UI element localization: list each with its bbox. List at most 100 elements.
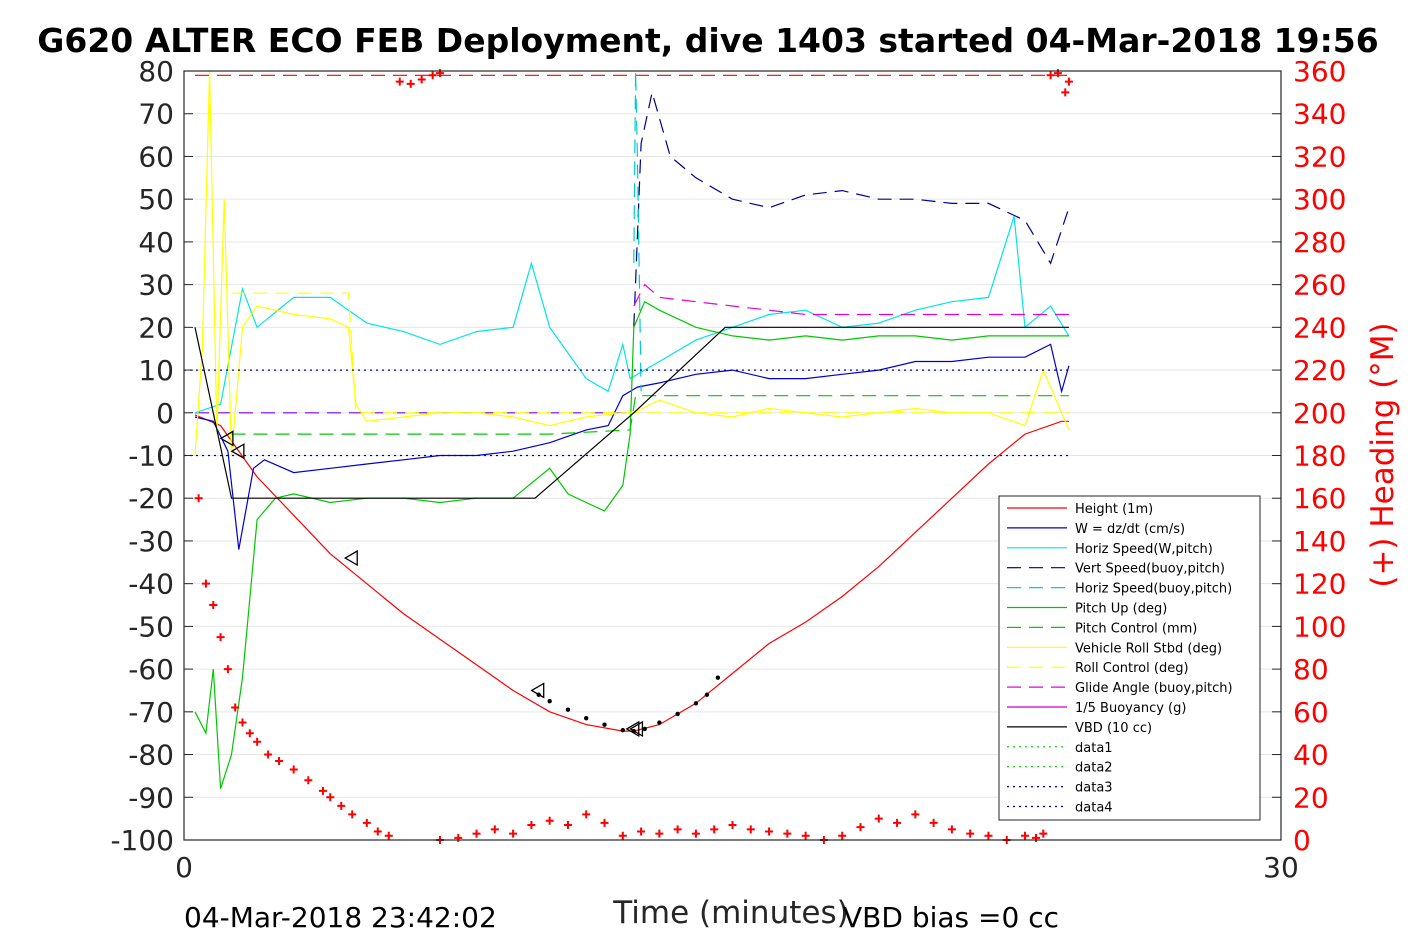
- heading-marker: [264, 750, 273, 759]
- legend-label: Pitch Up (deg): [1075, 602, 1167, 617]
- right-tick-label: 160: [1293, 482, 1346, 515]
- heading-marker: [373, 827, 382, 836]
- left-tick-label: -50: [128, 610, 174, 643]
- heading-marker: [563, 821, 572, 830]
- right-tick-label: 360: [1293, 55, 1346, 88]
- gc-point: [602, 722, 607, 727]
- heading-marker: [490, 825, 499, 834]
- heading-marker: [582, 810, 591, 819]
- series-line-8: [231, 292, 1069, 414]
- triangle-marker: [230, 443, 245, 460]
- heading-marker: [223, 665, 232, 674]
- left-tick-label: 80: [138, 55, 174, 88]
- heading-marker: [911, 810, 920, 819]
- heading-marker: [472, 829, 481, 838]
- heading-marker: [245, 729, 254, 738]
- triangle-marker: [219, 430, 234, 447]
- footer-timestamp: 04-Mar-2018 23:42:02: [184, 901, 497, 934]
- heading-marker: [275, 756, 284, 765]
- heading-marker: [1021, 831, 1030, 840]
- legend-label: data4: [1075, 801, 1113, 816]
- legend-label: Horiz Speed(W,pitch): [1075, 542, 1213, 557]
- legend-box: [998, 495, 1261, 821]
- heading-marker: [1064, 77, 1073, 86]
- series-line-6: [231, 395, 1069, 435]
- gc-point: [620, 728, 625, 733]
- right-tick-label: 140: [1293, 525, 1346, 558]
- gc-point: [547, 698, 552, 704]
- marker-layer: [194, 69, 1073, 844]
- triangle-marker: [625, 720, 640, 738]
- heading-marker: [618, 831, 627, 840]
- triangle-marker: [629, 720, 644, 738]
- x-tick-label: 30: [1263, 851, 1299, 884]
- heading-marker: [194, 494, 203, 503]
- legend-label: Pitch Control (mm): [1075, 621, 1197, 636]
- heading-marker: [545, 816, 554, 825]
- right-axis-label: (+) Heading (°M): [1365, 322, 1401, 587]
- heading-marker: [856, 823, 865, 832]
- right-tick-label: 300: [1293, 183, 1346, 216]
- x-axis-ticks: 0 30: [175, 831, 1299, 884]
- heading-marker: [406, 79, 415, 88]
- heading-marker: [691, 829, 700, 838]
- right-tick-label: 220: [1293, 354, 1346, 387]
- legend-label: Horiz Speed(buoy,pitch): [1075, 582, 1232, 597]
- right-tick-label: 180: [1293, 440, 1346, 473]
- gc-point: [584, 716, 589, 721]
- heading-marker: [304, 776, 313, 785]
- right-tick-label: 20: [1293, 781, 1329, 814]
- heading-marker: [801, 831, 810, 840]
- gc-point: [642, 726, 647, 732]
- heading-marker: [428, 71, 437, 80]
- left-tick-label: -100: [110, 824, 174, 857]
- heading-marker: [893, 818, 902, 827]
- right-tick-label: 240: [1293, 311, 1346, 344]
- heading-marker: [728, 821, 737, 830]
- series-layer: [184, 70, 1070, 789]
- heading-marker: [1046, 71, 1055, 80]
- series-line-0: [194, 414, 1069, 732]
- heading-marker: [201, 579, 210, 588]
- left-tick-label: 10: [138, 354, 174, 387]
- legend-label: Roll Control (deg): [1075, 661, 1189, 676]
- heading-marker: [326, 793, 335, 802]
- left-tick-label: 50: [138, 183, 174, 216]
- series-line-5: [194, 300, 1069, 789]
- heading-marker: [209, 601, 218, 610]
- legend-label: W = dz/dt (cm/s): [1075, 522, 1185, 537]
- right-tick-label: 340: [1293, 98, 1346, 131]
- left-tick-label: -80: [128, 739, 174, 772]
- right-tick-label: 200: [1293, 397, 1346, 430]
- x-axis-label: Time (minutes): [612, 895, 848, 931]
- right-tick-label: 280: [1293, 226, 1346, 259]
- heading-marker: [384, 831, 393, 840]
- legend-label: data3: [1075, 781, 1113, 796]
- left-tick-label: 30: [138, 269, 174, 302]
- gc-point: [693, 701, 699, 706]
- right-tick-label: 120: [1293, 568, 1346, 601]
- left-tick-label: 70: [138, 98, 174, 131]
- left-tick-label: 60: [138, 140, 174, 173]
- heading-marker: [966, 829, 975, 838]
- gc-point: [704, 692, 710, 697]
- gc-point: [565, 707, 571, 712]
- heading-marker: [231, 703, 240, 712]
- heading-marker: [874, 814, 883, 823]
- left-tick-label: -20: [128, 482, 174, 515]
- heading-marker: [1061, 88, 1070, 97]
- right-tick-label: 60: [1293, 696, 1329, 729]
- heading-marker: [216, 633, 225, 642]
- series-line-2: [194, 216, 1070, 414]
- heading-marker: [289, 765, 298, 774]
- heading-marker: [783, 829, 792, 838]
- right-tick-label: 0: [1293, 824, 1311, 857]
- left-axis-ticks: 80 70 60 50 40 30 20 10 0 -10 -20 -30 -40 -50 -60 -70 -8…: [110, 55, 193, 857]
- heading-marker: [655, 829, 664, 838]
- heading-marker: [746, 825, 755, 834]
- left-tick-label: -10: [128, 440, 174, 473]
- legend-label: Height (1m): [1075, 502, 1153, 517]
- left-tick-label: -40: [128, 568, 174, 601]
- right-tick-label: 100: [1293, 610, 1346, 643]
